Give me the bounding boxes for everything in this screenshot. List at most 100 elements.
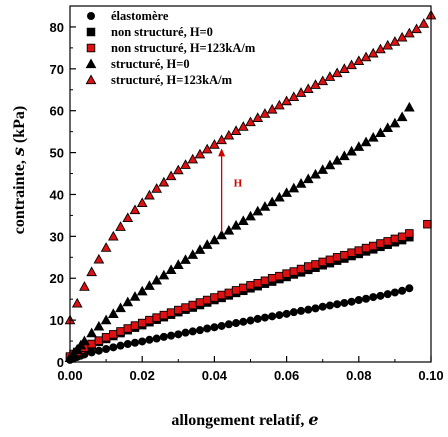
data-point (172, 164, 184, 175)
data-point (79, 281, 90, 291)
x-axis-label: allongement relatif, e (171, 410, 318, 429)
data-point (188, 327, 197, 336)
legend-item: structuré, H=0 (85, 57, 190, 71)
data-point (347, 248, 356, 257)
y-tick-label: 50 (50, 146, 64, 161)
data-point (259, 201, 271, 211)
data-point (405, 229, 414, 238)
data-point (165, 170, 177, 181)
x-tick-label: 0.06 (274, 368, 299, 383)
data-point (203, 324, 212, 333)
y-axis-unit: (kPa) (11, 106, 28, 147)
data-point (115, 221, 126, 231)
data-point (158, 176, 170, 187)
data-point (93, 320, 105, 331)
y-tick-label: 30 (50, 229, 64, 244)
series-4 (64, 9, 437, 325)
data-point (288, 182, 300, 193)
data-point (130, 338, 139, 347)
data-point (304, 262, 313, 271)
data-point (418, 18, 430, 28)
data-point (310, 79, 321, 89)
data-point (311, 260, 320, 269)
data-point (382, 39, 394, 50)
data-point (310, 168, 321, 179)
data-point (129, 204, 141, 215)
data-point (245, 210, 256, 221)
annotation-arrowhead (218, 148, 226, 157)
data-point (390, 234, 400, 244)
data-point (101, 333, 111, 342)
data-point (324, 71, 336, 81)
data-point (86, 327, 98, 338)
data-point (304, 305, 313, 314)
data-point (353, 141, 365, 151)
data-point (195, 298, 205, 307)
data-point (115, 302, 126, 313)
data-point (361, 243, 371, 253)
data-point (180, 254, 191, 264)
data-point (376, 291, 385, 300)
data-point (397, 232, 407, 242)
data-point (360, 51, 372, 62)
data-point (151, 274, 163, 285)
data-point (354, 296, 363, 305)
data-point (318, 257, 327, 267)
data-point (174, 330, 183, 339)
data-point (375, 127, 386, 138)
data-point (216, 134, 227, 145)
y-tick-label: 0 (57, 355, 64, 370)
legend-marker (86, 43, 96, 53)
data-point (209, 234, 220, 245)
data-point (260, 276, 270, 285)
data-point (354, 246, 364, 255)
data-point (266, 196, 278, 207)
data-point (317, 164, 329, 174)
x-tick-label: 0.02 (130, 368, 155, 383)
x-tick-label: 0.04 (202, 368, 228, 383)
data-point (129, 291, 141, 301)
legend: élastomère non structuré, H=0 non structur… (85, 9, 256, 87)
data-point (172, 259, 184, 269)
data-point (116, 341, 125, 350)
data-point (224, 288, 234, 298)
data-point (230, 219, 242, 230)
data-point (210, 323, 219, 332)
legend-label: non structuré, H=0 (111, 25, 213, 39)
data-point (282, 309, 291, 318)
legend-label: structuré, H=123kA/m (111, 73, 233, 87)
y-tick-label: 60 (50, 104, 64, 119)
data-point (275, 271, 284, 281)
data-point (109, 330, 118, 339)
legend-label: élastomère (111, 9, 169, 23)
data-point (360, 136, 372, 147)
data-point (102, 345, 111, 354)
x-axis-symbol: e (308, 410, 318, 429)
data-point (188, 300, 197, 310)
data-point (297, 306, 306, 315)
data-point (216, 229, 227, 240)
data-point (282, 269, 291, 278)
chart-marks (64, 9, 437, 364)
data-point (338, 63, 350, 73)
data-point (122, 212, 134, 223)
data-point (252, 205, 264, 216)
data-point (268, 312, 277, 321)
data-point (100, 314, 112, 325)
data-point (86, 266, 98, 277)
data-point (195, 326, 204, 335)
data-point (368, 241, 378, 251)
data-point (423, 219, 432, 229)
data-point (223, 129, 235, 140)
annotation-label: H (234, 177, 243, 189)
data-point (187, 153, 199, 164)
legend-marker (85, 74, 97, 85)
data-point (237, 121, 249, 131)
legend-label: non structuré, H=123kA/m (111, 41, 256, 55)
data-point (369, 293, 378, 302)
data-point (137, 318, 147, 328)
data-point (383, 290, 392, 299)
y-tick-label: 10 (50, 313, 64, 328)
data-point (94, 346, 103, 355)
